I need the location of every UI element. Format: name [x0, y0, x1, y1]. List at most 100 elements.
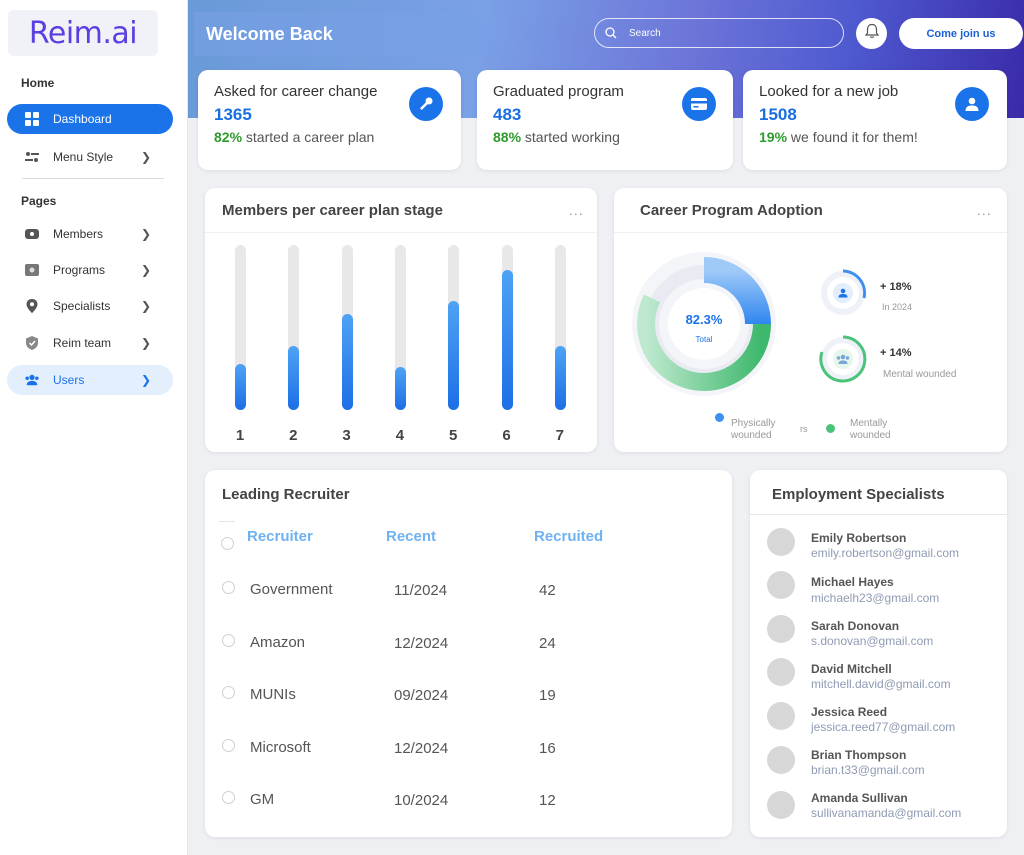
- x-tick-label: 1: [235, 427, 245, 444]
- bar-stage-7[interactable]: [554, 345, 566, 410]
- legend-line: Physically: [731, 418, 776, 429]
- row-checkbox[interactable]: [222, 686, 235, 699]
- recent-date: 12/2024: [394, 740, 449, 757]
- chevron-right-icon: ❯: [140, 227, 151, 241]
- stat-title: Graduated program: [493, 83, 624, 100]
- bar-stage-4[interactable]: [394, 367, 406, 410]
- column-header-recent[interactable]: Recent: [386, 528, 437, 545]
- row-checkbox[interactable]: [222, 634, 235, 647]
- sidebar-item-programs[interactable]: Programs ❯: [7, 255, 173, 285]
- stat-value: 1365: [214, 105, 252, 124]
- recruited-count: 19: [539, 687, 556, 704]
- row-checkbox[interactable]: [222, 581, 235, 594]
- stat-title: Looked for a new job: [759, 83, 899, 100]
- stat-percent: 19%: [759, 129, 788, 145]
- specialist-email[interactable]: michaelh23@gmail.com: [811, 591, 940, 605]
- recruiter-name: MUNIs: [250, 686, 296, 703]
- notifications-button[interactable]: [856, 18, 887, 49]
- bar-stage-1[interactable]: [235, 363, 246, 410]
- programs-icon: [25, 263, 39, 277]
- sidebar-item-users[interactable]: Users ❯: [7, 365, 173, 395]
- recruited-count: 12: [539, 792, 556, 809]
- recruited-count: 16: [539, 740, 556, 757]
- sidebar: Reim.ai Home Dashboard Menu Style ❯ Page…: [0, 0, 188, 855]
- bar-stage-5[interactable]: [448, 301, 460, 410]
- recruiter-title: Leading Recruiter: [222, 486, 350, 503]
- sidebar-item-menu-style[interactable]: Menu Style ❯: [7, 142, 173, 172]
- sidebar-item-reim-team[interactable]: Reim team ❯: [7, 328, 173, 358]
- stat-subtext: 82% started a career plan: [214, 129, 374, 145]
- recruited-count: 42: [539, 582, 556, 599]
- column-header-recruiter[interactable]: Recruiter: [247, 528, 313, 545]
- bar-track: [448, 245, 460, 410]
- bell-icon: [864, 23, 880, 44]
- specialist-email[interactable]: brian.t33@gmail.com: [811, 763, 925, 777]
- sidebar-divider: [22, 178, 164, 179]
- chevron-right-icon: ❯: [140, 373, 151, 387]
- sidebar-item-members[interactable]: Members ❯: [7, 219, 173, 249]
- stat-2024-label: In 2024: [882, 302, 913, 312]
- stat-card-graduated: Graduated program 483 88% started workin…: [477, 70, 733, 170]
- header-tick: [219, 521, 235, 522]
- recruiter-panel: Leading Recruiter Recruiter Recent Recru…: [205, 470, 732, 837]
- x-tick-label: 7: [555, 427, 564, 444]
- search-placeholder: Search: [629, 27, 661, 39]
- row-checkbox[interactable]: [222, 791, 235, 804]
- legend-separator-text: rs: [800, 424, 808, 434]
- bar-stage-3[interactable]: [341, 314, 353, 410]
- specialist-email[interactable]: mitchell.david@gmail.com: [811, 677, 951, 691]
- sliders-icon: [25, 150, 39, 164]
- sidebar-item-label: Reim team: [53, 336, 112, 350]
- stat-subtext: 88% started working: [493, 129, 620, 145]
- stat-mental-label: Mental wounded: [883, 369, 957, 380]
- chevron-right-icon: ❯: [140, 263, 151, 277]
- sidebar-item-dashboard[interactable]: Dashboard: [7, 104, 173, 134]
- mini-ring-2024: [821, 269, 867, 315]
- specialist-name: Jessica Reed: [811, 705, 888, 719]
- recruiter-name: Government: [250, 581, 333, 598]
- specialist-email[interactable]: jessica.reed77@gmail.com: [811, 720, 956, 734]
- donut-center-label: Total: [695, 335, 713, 344]
- specialists-panel: Employment Specialists Emily Robertson e…: [750, 470, 1007, 837]
- x-tick-label: 3: [342, 427, 351, 444]
- panel-divider: [750, 514, 1007, 515]
- panel-divider: [205, 232, 597, 233]
- user-icon: [955, 87, 989, 121]
- page-title: Welcome Back: [206, 24, 333, 44]
- sidebar-item-label: Members: [53, 227, 104, 241]
- recruiter-name: Amazon: [250, 634, 306, 651]
- logo-container[interactable]: Reim.ai: [8, 10, 158, 56]
- join-button[interactable]: Come join us: [899, 18, 1023, 49]
- specialist-name: Sarah Donovan: [811, 619, 900, 633]
- recent-date: 12/2024: [394, 635, 449, 652]
- row-checkbox[interactable]: [222, 739, 235, 752]
- search-input[interactable]: Search: [594, 18, 844, 48]
- specialist-email[interactable]: sullivanamanda@gmail.com: [811, 806, 962, 820]
- shield-icon: [25, 336, 39, 350]
- welcome-highlight: [194, 12, 486, 56]
- legend-dot-blue: [715, 413, 724, 422]
- card-icon: [682, 87, 716, 121]
- donut-center-value: 82.3%: [685, 312, 723, 327]
- bar-track: [288, 245, 300, 410]
- specialist-email[interactable]: emily.robertson@gmail.com: [811, 546, 960, 560]
- wrench-icon: [409, 87, 443, 121]
- avatar: [767, 615, 795, 643]
- select-all-checkbox[interactable]: [221, 537, 234, 550]
- panel-divider: [614, 232, 1007, 233]
- bar-track: [554, 245, 566, 410]
- sidebar-item-specialists[interactable]: Specialists ❯: [7, 291, 173, 321]
- more-options-button[interactable]: ...: [977, 202, 992, 218]
- specialist-name: Amanda Sullivan: [811, 791, 908, 805]
- home-section-label: Home: [21, 76, 55, 90]
- bar-track: [394, 245, 406, 410]
- bar-stage-6[interactable]: [501, 269, 513, 410]
- chevron-right-icon: ❯: [140, 336, 151, 350]
- stat-percent: 82%: [214, 129, 243, 145]
- members-icon: [25, 227, 39, 241]
- column-header-recruited[interactable]: Recruited: [534, 528, 604, 545]
- specialist-email[interactable]: s.donovan@gmail.com: [811, 634, 934, 648]
- recent-date: 11/2024: [394, 582, 448, 599]
- bar-stage-2[interactable]: [288, 345, 300, 410]
- more-options-button[interactable]: ...: [569, 202, 584, 218]
